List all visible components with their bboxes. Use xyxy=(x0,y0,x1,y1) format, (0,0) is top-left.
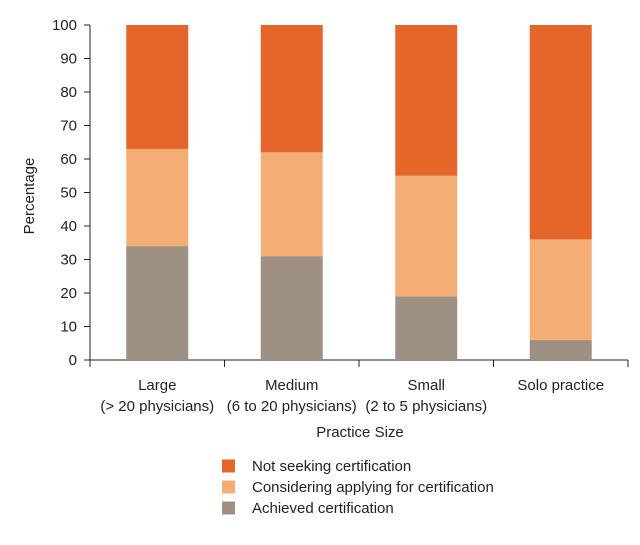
x-category-sublabel: (> 20 physicians) xyxy=(100,398,214,415)
legend-label: Considering applying for certification xyxy=(252,479,494,496)
bar-segment xyxy=(529,239,592,340)
y-tick-label: 30 xyxy=(60,252,77,269)
x-axis-title: Practice Size xyxy=(316,424,404,441)
x-category-label: Medium xyxy=(265,377,318,394)
legend-label: Not seeking certification xyxy=(252,458,411,475)
bar-segment xyxy=(260,256,323,360)
y-tick-label: 60 xyxy=(60,151,77,168)
bar-segment xyxy=(126,25,189,149)
y-tick-label: 40 xyxy=(60,218,77,235)
y-tick-label: 100 xyxy=(52,17,77,34)
y-tick-label: 70 xyxy=(60,118,77,135)
bar-segment xyxy=(395,25,458,176)
bar-segment xyxy=(260,152,323,257)
bar-segment xyxy=(395,175,458,297)
y-tick-label: 80 xyxy=(60,84,77,101)
bar-segment xyxy=(260,25,323,153)
x-category-sublabel: (6 to 20 physicians) xyxy=(227,398,357,415)
x-category-label: Solo practice xyxy=(517,377,604,394)
y-axis-title: Percentage xyxy=(21,158,38,235)
legend-swatch xyxy=(222,480,235,494)
x-category-label: Small xyxy=(407,377,445,394)
x-category-label: Large xyxy=(138,377,176,394)
y-axis: 0 10 20 30 40 50 60 70 80 90 100 xyxy=(52,17,91,369)
bars xyxy=(126,25,592,360)
y-tick-label: 20 xyxy=(60,285,77,302)
bar-segment xyxy=(395,296,458,360)
bar-segment xyxy=(126,148,189,247)
legend-swatch xyxy=(222,501,235,515)
y-tick-label: 50 xyxy=(60,185,77,202)
x-axis: Large (> 20 physicians) Medium (6 to 20 phy… xyxy=(89,359,629,415)
legend-label: Achieved certification xyxy=(252,500,394,517)
x-category-sublabel: (2 to 5 physicians) xyxy=(365,398,487,415)
legend-swatch xyxy=(222,459,235,473)
y-tick-label: 90 xyxy=(60,51,77,68)
bar-segment xyxy=(529,25,592,240)
bar-segment xyxy=(126,246,189,360)
y-tick-label: 10 xyxy=(60,319,77,336)
y-tick-label: 0 xyxy=(69,352,77,369)
legend: Not seeking certification Considering app… xyxy=(222,458,494,517)
bar-segment xyxy=(529,339,592,360)
